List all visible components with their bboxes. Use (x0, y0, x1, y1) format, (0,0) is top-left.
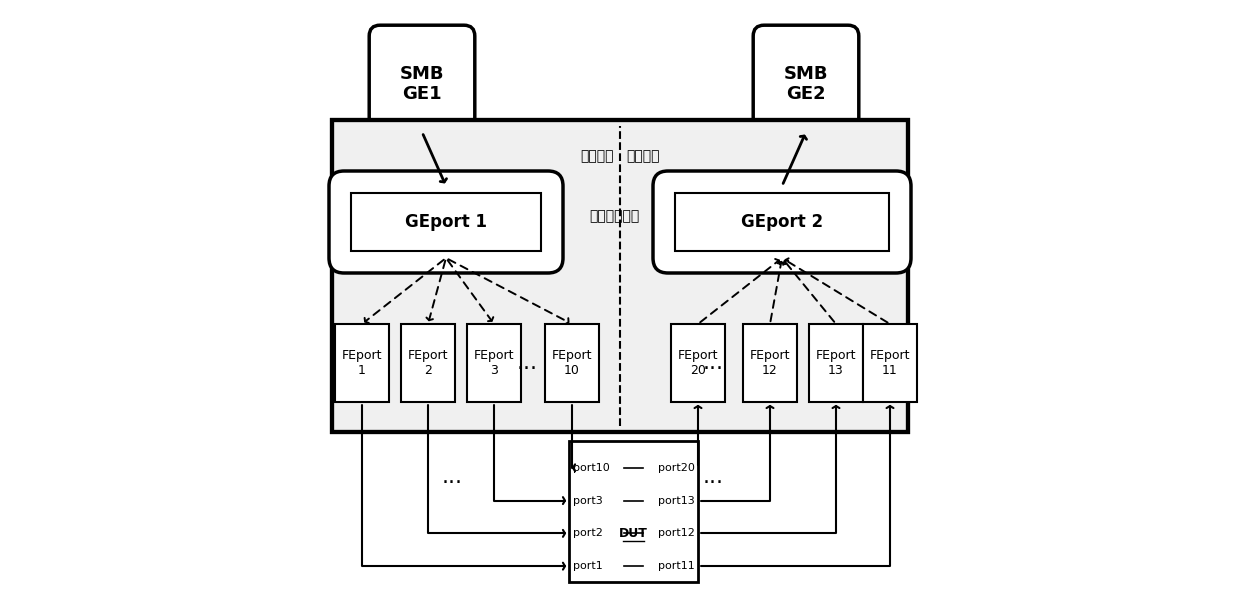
Text: DUT: DUT (619, 527, 649, 540)
Bar (401, 324, 455, 402)
Text: FEport
11: FEport 11 (869, 349, 910, 377)
Text: FEport
10: FEport 10 (552, 349, 593, 377)
Bar (743, 324, 797, 402)
Text: FEport
12: FEport 12 (750, 349, 790, 377)
Text: ...: ... (703, 353, 723, 373)
Bar (808, 324, 863, 402)
Text: port10: port10 (573, 463, 609, 473)
Text: port20: port20 (657, 463, 694, 473)
Text: ...: ... (441, 467, 463, 487)
Text: SMB
GE1: SMB GE1 (399, 65, 444, 103)
Text: GEport 1: GEport 1 (405, 213, 487, 231)
Text: FEport
2: FEport 2 (408, 349, 448, 377)
Text: GEport 2: GEport 2 (742, 213, 823, 231)
Bar (569, 441, 698, 582)
Bar (351, 193, 541, 251)
Text: port2: port2 (573, 529, 603, 538)
Text: 以太网交换机: 以太网交换机 (589, 209, 639, 223)
Text: port12: port12 (657, 529, 694, 538)
Bar (671, 324, 725, 402)
Text: 发送端口: 发送端口 (580, 149, 614, 163)
Text: FEport
1: FEport 1 (342, 349, 382, 377)
Text: port11: port11 (657, 561, 694, 571)
Bar (335, 324, 389, 402)
FancyBboxPatch shape (370, 25, 475, 143)
Bar (467, 324, 521, 402)
Bar (332, 120, 908, 432)
Bar (546, 324, 599, 402)
Bar (332, 120, 908, 432)
Text: port13: port13 (657, 496, 694, 506)
Text: port1: port1 (573, 561, 603, 571)
FancyBboxPatch shape (329, 171, 563, 273)
Text: 接收端口: 接收端口 (626, 149, 660, 163)
FancyBboxPatch shape (753, 25, 859, 143)
Bar (863, 324, 918, 402)
Text: ...: ... (703, 467, 723, 487)
FancyBboxPatch shape (653, 171, 911, 273)
Bar (676, 193, 889, 251)
Text: FEport
20: FEport 20 (678, 349, 718, 377)
Text: SMB
GE2: SMB GE2 (784, 65, 828, 103)
Text: FEport
3: FEport 3 (474, 349, 515, 377)
Text: ...: ... (517, 353, 537, 373)
Text: FEport
13: FEport 13 (816, 349, 857, 377)
Text: port3: port3 (573, 496, 603, 506)
